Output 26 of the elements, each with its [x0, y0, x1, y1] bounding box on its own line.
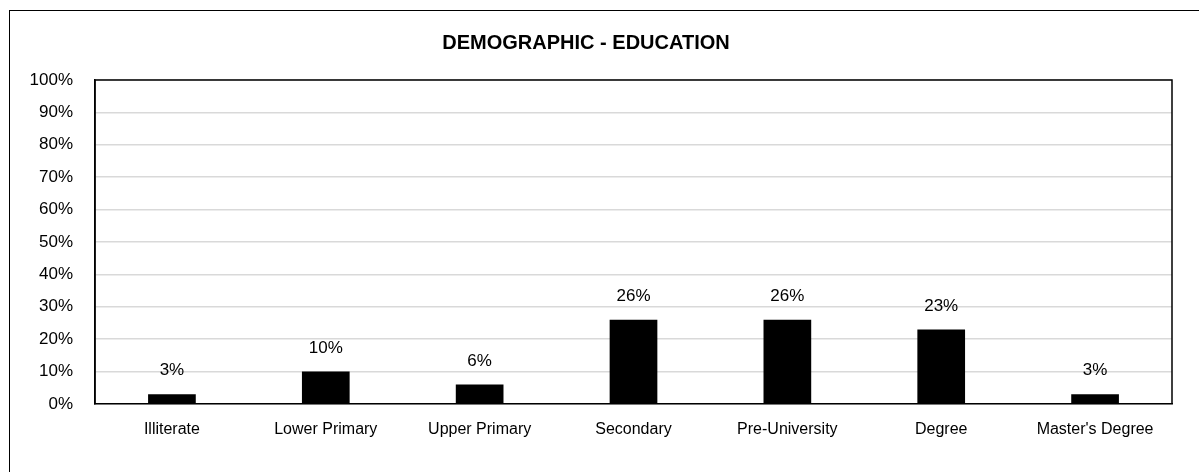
y-tick-label: 20% — [38, 328, 73, 348]
data-label: 6% — [467, 350, 492, 370]
y-tick-label: 100% — [29, 69, 73, 89]
x-tick-label: Secondary — [595, 420, 672, 438]
data-label: 23% — [924, 295, 959, 315]
y-tick-label: 90% — [38, 102, 73, 122]
x-tick-label: Pre-University — [737, 420, 838, 438]
x-tick-label: Lower Primary — [274, 420, 378, 438]
x-tick-label: Illiterate — [143, 420, 201, 438]
y-tick-label: 30% — [38, 296, 73, 316]
x-tick-label: Upper Primary — [428, 420, 532, 438]
x-tick-label: Degree — [914, 420, 968, 438]
data-label: 3% — [1082, 360, 1108, 380]
y-tick-label: 70% — [38, 166, 73, 186]
y-tick-label: 60% — [38, 199, 73, 219]
chart-title: DEMOGRAPHIC - EDUCATION — [442, 30, 730, 53]
x-tick-label: Master's Degree — [1036, 420, 1154, 438]
y-tick-label: 50% — [38, 231, 73, 251]
y-tick-label: 0% — [48, 393, 73, 413]
data-label: 10% — [308, 337, 343, 357]
data-label: 26% — [616, 285, 651, 305]
data-label: 26% — [770, 285, 805, 305]
y-tick-label: 40% — [38, 264, 73, 284]
y-tick-label: 80% — [38, 134, 73, 154]
y-tick-label: 10% — [38, 361, 73, 381]
data-label: 3% — [159, 360, 185, 380]
